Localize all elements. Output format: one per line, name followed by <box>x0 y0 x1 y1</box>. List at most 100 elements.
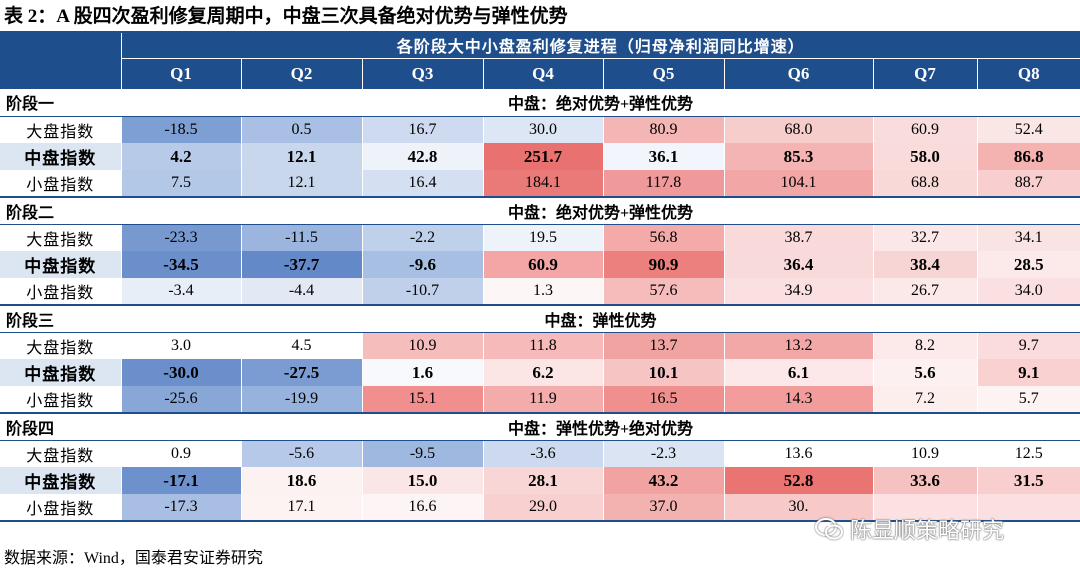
value-cell: 18.6 <box>240 467 362 494</box>
value-cell: -9.5 <box>361 440 483 467</box>
phase-summary: 中盘：绝对优势+弹性优势 <box>121 197 1080 225</box>
value-cell <box>976 494 1080 522</box>
value-cell: -37.7 <box>240 251 362 278</box>
value-cell: 10.9 <box>872 440 977 467</box>
value-cell: 1.3 <box>482 278 603 306</box>
value-cell: 5.6 <box>872 359 977 386</box>
phase-name: 阶段一 <box>0 89 121 117</box>
value-cell: 33.6 <box>872 467 977 494</box>
value-cell: -30.0 <box>120 359 241 386</box>
value-cell: 9.1 <box>976 359 1080 386</box>
value-cell: 5.7 <box>976 386 1080 414</box>
value-cell: 13.2 <box>723 332 873 359</box>
phase-summary: 中盘：弹性优势+绝对优势 <box>121 413 1080 441</box>
value-cell: -2.3 <box>602 440 724 467</box>
header-quarter: Q6 <box>723 58 873 89</box>
value-cell: 52.4 <box>976 116 1080 143</box>
header-quarter: Q1 <box>120 58 241 89</box>
value-cell: 15.0 <box>361 467 483 494</box>
table-row: 大盘指数 3.0 4.5 10.9 11.8 13.7 13.2 8.2 9.7 <box>0 332 1080 359</box>
value-cell: 0.5 <box>240 116 362 143</box>
value-cell: 30. <box>723 494 873 522</box>
value-cell: -10.7 <box>361 278 483 306</box>
value-cell: 4.2 <box>120 143 241 170</box>
value-cell: -19.9 <box>240 386 362 414</box>
value-cell: 7.2 <box>872 386 977 414</box>
value-cell: -27.5 <box>240 359 362 386</box>
table-title: 表 2：A 股四次盈利修复周期中，中盘三次具备绝对优势与弹性优势 <box>4 6 568 27</box>
value-cell: 28.1 <box>482 467 603 494</box>
value-cell: 4.5 <box>240 332 362 359</box>
table-row: 小盘指数 -17.3 17.1 16.6 29.0 37.0 30. <box>0 494 1080 522</box>
value-cell: 17.1 <box>240 494 362 522</box>
value-cell: 29.0 <box>482 494 603 522</box>
value-cell: 14.3 <box>723 386 873 414</box>
value-cell: 117.8 <box>602 170 724 198</box>
value-cell: 12.5 <box>976 440 1080 467</box>
value-cell: 6.1 <box>723 359 873 386</box>
value-cell: 57.6 <box>602 278 724 306</box>
phase-name: 阶段二 <box>0 197 121 225</box>
row-label: 中盘指数 <box>0 143 121 170</box>
row-label: 大盘指数 <box>0 224 121 251</box>
value-cell: -3.6 <box>482 440 603 467</box>
value-cell: 13.6 <box>723 440 873 467</box>
top-rule <box>0 31 1080 33</box>
value-cell: 68.0 <box>723 116 873 143</box>
value-cell: 86.8 <box>976 143 1080 170</box>
value-cell: 10.1 <box>602 359 724 386</box>
row-label: 小盘指数 <box>0 386 121 414</box>
value-cell: -5.6 <box>240 440 362 467</box>
row-label: 小盘指数 <box>0 278 121 306</box>
value-cell: 68.8 <box>872 170 977 198</box>
value-cell: -9.6 <box>361 251 483 278</box>
value-cell: 16.4 <box>361 170 483 198</box>
row-label: 中盘指数 <box>0 251 121 278</box>
row-label: 小盘指数 <box>0 494 121 522</box>
table-row: 中盘指数 -34.5 -37.7 -9.6 60.9 90.9 36.4 38.4 28.5 <box>0 251 1080 278</box>
header-corner <box>0 33 121 58</box>
earnings-recovery-table: 各阶段大中小盘盈利修复进程（归母净利润同比增速） Q1 Q2 Q3 Q4 Q5 Q6 Q7 Q… <box>0 33 1080 522</box>
value-cell: 0.9 <box>120 440 241 467</box>
value-cell: 8.2 <box>872 332 977 359</box>
value-cell: 32.7 <box>872 224 977 251</box>
value-cell: -3.4 <box>120 278 241 306</box>
value-cell: 251.7 <box>482 143 603 170</box>
table-row: 小盘指数 -25.6 -19.9 15.1 11.9 16.5 14.3 7.2 5.7 <box>0 386 1080 414</box>
value-cell: 12.1 <box>240 143 362 170</box>
value-cell: 12.1 <box>240 170 362 198</box>
table-row: 大盘指数 -23.3 -11.5 -2.2 19.5 56.8 38.7 32.7 34.1 <box>0 224 1080 251</box>
value-cell: 10.9 <box>361 332 483 359</box>
value-cell: 6.2 <box>482 359 603 386</box>
value-cell: -11.5 <box>240 224 362 251</box>
table-row: 中盘指数 -30.0 -27.5 1.6 6.2 10.1 6.1 5.6 9.1 <box>0 359 1080 386</box>
value-cell: 26.7 <box>872 278 977 306</box>
table-row: 中盘指数 -17.1 18.6 15.0 28.1 43.2 52.8 33.6 31.5 <box>0 467 1080 494</box>
value-cell: 56.8 <box>602 224 724 251</box>
header-quarter: Q2 <box>240 58 362 89</box>
value-cell: -23.3 <box>120 224 241 251</box>
row-label: 大盘指数 <box>0 440 121 467</box>
header-quarter: Q3 <box>361 58 483 89</box>
value-cell: 34.9 <box>723 278 873 306</box>
value-cell: 184.1 <box>482 170 603 198</box>
phase-summary: 中盘：弹性优势 <box>121 305 1080 333</box>
value-cell: 34.1 <box>976 224 1080 251</box>
value-cell: 11.8 <box>482 332 603 359</box>
value-cell: 80.9 <box>602 116 724 143</box>
phase-header-row: 阶段三 中盘：弹性优势 <box>0 305 1080 333</box>
value-cell: -18.5 <box>120 116 241 143</box>
header-quarter: Q8 <box>976 58 1080 89</box>
value-cell: 52.8 <box>723 467 873 494</box>
value-cell: 30.0 <box>482 116 603 143</box>
value-cell: 43.2 <box>602 467 724 494</box>
value-cell: 38.4 <box>872 251 977 278</box>
value-cell: 16.6 <box>361 494 483 522</box>
value-cell: 15.1 <box>361 386 483 414</box>
phase-summary: 中盘：绝对优势+弹性优势 <box>121 89 1080 117</box>
value-cell: 38.7 <box>723 224 873 251</box>
value-cell: 36.1 <box>602 143 724 170</box>
value-cell: -4.4 <box>240 278 362 306</box>
value-cell: 16.7 <box>361 116 483 143</box>
value-cell: 42.8 <box>361 143 483 170</box>
